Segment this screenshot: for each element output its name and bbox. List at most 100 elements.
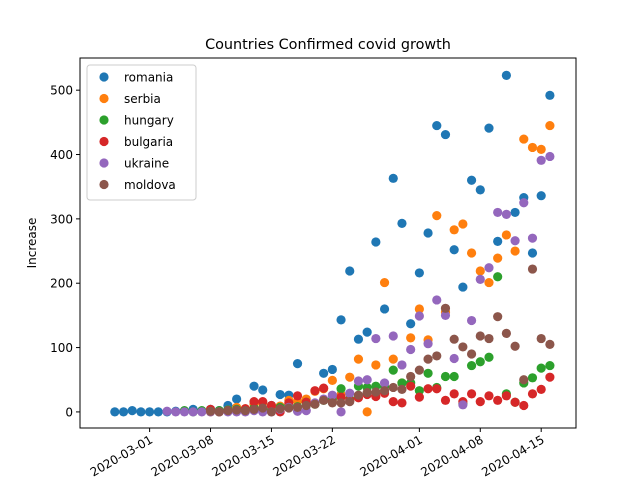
legend-item-bulgaria: bulgaria [99, 135, 173, 149]
data-point [319, 383, 329, 393]
data-point [188, 407, 198, 417]
data-point [519, 134, 529, 144]
legend: romania serbia hungary bulgaria ukraine moldo… [86, 64, 197, 201]
legend-marker [99, 158, 109, 168]
data-point [388, 365, 398, 375]
data-point [388, 354, 398, 364]
legend-item-moldova: moldova [99, 178, 176, 192]
data-point [406, 371, 416, 382]
data-point [475, 185, 485, 195]
data-point [371, 360, 381, 370]
data-point [510, 207, 520, 218]
data-point [501, 70, 511, 80]
data-point [371, 237, 381, 247]
data-point [406, 381, 416, 391]
data-point [501, 328, 511, 339]
legend-label: romania [124, 71, 173, 85]
data-point [510, 246, 520, 256]
data-point [379, 304, 390, 314]
data-point [527, 264, 538, 274]
data-point [284, 403, 294, 413]
data-point [232, 394, 242, 404]
data-point [371, 387, 381, 397]
data-point [449, 353, 459, 364]
data-point [301, 400, 311, 411]
chart-title: Countries Confirmed covid growth [205, 37, 451, 53]
data-point [136, 407, 146, 417]
data-point [214, 407, 224, 417]
data-point [292, 391, 303, 401]
data-point [440, 303, 451, 313]
data-point [406, 333, 416, 343]
data-point [501, 230, 511, 240]
y-tick-label: 100 [50, 341, 73, 355]
data-point [519, 400, 529, 411]
data-point [179, 407, 190, 417]
data-point [423, 384, 433, 394]
data-point [527, 233, 538, 243]
data-point [249, 381, 259, 391]
data-point [449, 371, 459, 382]
data-point [397, 360, 407, 370]
data-point [536, 144, 546, 154]
data-point [466, 349, 477, 359]
data-point [336, 407, 346, 417]
data-point [345, 388, 355, 398]
data-point [440, 310, 451, 320]
data-point [432, 384, 442, 394]
data-point [432, 211, 442, 221]
series-moldova [205, 264, 555, 417]
data-point [449, 334, 459, 344]
data-point [449, 225, 459, 235]
data-point [475, 357, 485, 367]
data-point [319, 368, 329, 378]
data-point [353, 390, 364, 400]
data-point [475, 397, 485, 407]
y-axis-label: Increase [25, 218, 39, 269]
legend-marker [99, 136, 109, 147]
data-point [205, 406, 216, 416]
legend-marker [99, 179, 109, 190]
data-point [258, 385, 268, 395]
data-point [232, 405, 242, 415]
data-point [388, 382, 398, 393]
data-point [484, 352, 494, 362]
data-point [510, 236, 520, 246]
data-point [527, 248, 538, 258]
data-point [432, 295, 442, 305]
data-point [510, 397, 520, 407]
data-point [266, 407, 277, 417]
data-point [466, 175, 477, 185]
data-point [484, 333, 494, 344]
data-point [388, 331, 398, 341]
data-point [493, 312, 503, 322]
data-point [493, 395, 503, 405]
data-point [223, 406, 233, 416]
data-point [527, 142, 538, 153]
data-point [406, 319, 416, 329]
data-point [484, 391, 494, 401]
data-point [275, 389, 285, 400]
data-point [466, 389, 477, 399]
data-point [388, 397, 398, 407]
data-point [423, 339, 433, 349]
data-point [501, 209, 511, 219]
data-point [153, 407, 163, 417]
data-point [458, 400, 468, 410]
data-point [545, 120, 555, 131]
data-point [493, 272, 503, 282]
data-point [353, 334, 364, 344]
data-point [449, 389, 459, 399]
data-point [353, 354, 364, 364]
data-point [397, 398, 407, 408]
legend-label: serbia [124, 92, 161, 106]
data-point [493, 207, 503, 218]
data-point [484, 123, 494, 133]
data-point [362, 327, 372, 337]
legend-item-romania: romania [99, 71, 173, 85]
data-point [414, 386, 424, 396]
data-point [379, 386, 390, 396]
y-tick-label: 300 [50, 212, 73, 226]
legend-label: moldova [124, 178, 176, 192]
